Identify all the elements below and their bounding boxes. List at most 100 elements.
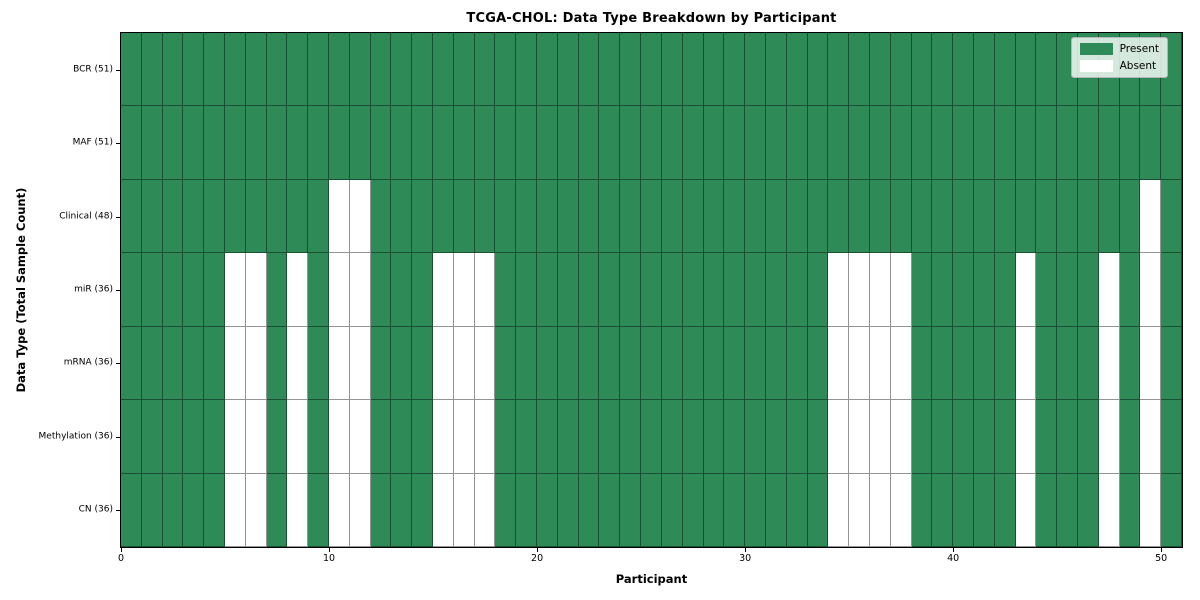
heatmap-cell bbox=[1077, 253, 1099, 327]
heatmap-cell bbox=[204, 33, 226, 107]
heatmap-cell bbox=[620, 473, 642, 547]
heatmap-cell bbox=[786, 473, 808, 547]
heatmap-cell bbox=[245, 106, 267, 180]
heatmap-cell bbox=[141, 473, 163, 547]
heatmap-cell bbox=[204, 253, 226, 327]
x-tick-label: 0 bbox=[117, 553, 125, 564]
heatmap-cell bbox=[641, 179, 662, 254]
heatmap-cell bbox=[849, 253, 870, 327]
heatmap-cell bbox=[121, 179, 142, 254]
heatmap-cell bbox=[1057, 106, 1078, 180]
heatmap-cell bbox=[599, 326, 621, 401]
heatmap-cell bbox=[495, 253, 517, 327]
heatmap-cell bbox=[204, 400, 226, 474]
heatmap-cell bbox=[391, 400, 413, 474]
heatmap-cell bbox=[641, 473, 662, 547]
heatmap-cell bbox=[994, 179, 1016, 254]
heatmap-cell bbox=[973, 473, 995, 547]
heatmap-cell bbox=[433, 400, 454, 474]
heatmap-cell bbox=[349, 400, 371, 474]
heatmap-cell bbox=[183, 473, 205, 547]
heatmap-cell bbox=[682, 106, 704, 180]
heatmap-cell bbox=[183, 400, 205, 474]
heatmap-cell bbox=[1140, 253, 1162, 327]
heatmap-cell bbox=[1098, 179, 1120, 254]
heatmap-cell bbox=[828, 33, 850, 107]
heatmap-cell bbox=[578, 179, 600, 254]
legend-entry-absent: Absent bbox=[1079, 60, 1159, 72]
heatmap-cell bbox=[1077, 106, 1099, 180]
heatmap-cell bbox=[1036, 106, 1058, 180]
heatmap-cell bbox=[890, 106, 912, 180]
heatmap-cell bbox=[1036, 400, 1058, 474]
heatmap-cell bbox=[412, 400, 434, 474]
heatmap-cell bbox=[245, 179, 267, 254]
heatmap-cell bbox=[724, 326, 746, 401]
heatmap-cell bbox=[807, 179, 829, 254]
heatmap-cell bbox=[1015, 473, 1037, 547]
y-tick-label: mRNA (36) bbox=[63, 357, 113, 368]
heatmap-cell bbox=[682, 253, 704, 327]
heatmap-cell bbox=[412, 473, 434, 547]
heatmap-cell bbox=[433, 33, 454, 107]
y-tick-mark bbox=[116, 69, 121, 71]
heatmap-cell bbox=[786, 106, 808, 180]
heatmap-cell bbox=[890, 33, 912, 107]
heatmap-cell bbox=[391, 33, 413, 107]
heatmap-cell bbox=[162, 106, 184, 180]
heatmap-cell bbox=[537, 473, 558, 547]
heatmap-cell bbox=[599, 473, 621, 547]
heatmap-cell bbox=[537, 400, 558, 474]
heatmap-cell bbox=[745, 400, 766, 474]
heatmap-cell bbox=[121, 33, 142, 107]
heatmap-cell bbox=[807, 253, 829, 327]
y-tick-mark bbox=[116, 436, 121, 438]
heatmap-cell bbox=[849, 326, 870, 401]
heatmap-cell bbox=[349, 179, 371, 254]
x-axis-label: Participant bbox=[615, 572, 688, 586]
heatmap-cell bbox=[329, 400, 350, 474]
heatmap-cell bbox=[994, 326, 1016, 401]
x-tick-label: 40 bbox=[947, 553, 960, 564]
heatmap-cell bbox=[661, 400, 683, 474]
heatmap-cell bbox=[724, 179, 746, 254]
heatmap-cell bbox=[162, 400, 184, 474]
heatmap-cell bbox=[370, 106, 392, 180]
heatmap-cell bbox=[266, 400, 288, 474]
heatmap-cell bbox=[349, 33, 371, 107]
heatmap-cell bbox=[1057, 326, 1078, 401]
heatmap-cell bbox=[141, 326, 163, 401]
heatmap-cell bbox=[162, 33, 184, 107]
heatmap-cell bbox=[370, 253, 392, 327]
heatmap-cell bbox=[557, 400, 579, 474]
heatmap-cell bbox=[474, 179, 496, 254]
heatmap-cell bbox=[1036, 253, 1058, 327]
heatmap-cell bbox=[121, 473, 142, 547]
heatmap-cell bbox=[641, 33, 662, 107]
heatmap-cell bbox=[703, 253, 725, 327]
y-tick-label: MAF (51) bbox=[72, 137, 113, 148]
heatmap-cell bbox=[828, 106, 850, 180]
heatmap-cell bbox=[370, 400, 392, 474]
heatmap-cell bbox=[1140, 400, 1162, 474]
heatmap-cell bbox=[1161, 106, 1182, 180]
y-tick-mark bbox=[116, 510, 121, 512]
heatmap-cell bbox=[890, 400, 912, 474]
heatmap-cell bbox=[786, 179, 808, 254]
heatmap-cell bbox=[453, 179, 475, 254]
heatmap-cell bbox=[1161, 326, 1182, 401]
heatmap-cell bbox=[557, 33, 579, 107]
heatmap-cell bbox=[329, 179, 350, 254]
y-tick-label: BCR (51) bbox=[73, 64, 113, 75]
heatmap-cell bbox=[557, 473, 579, 547]
heatmap-cell bbox=[1098, 326, 1120, 401]
heatmap-cell bbox=[1057, 179, 1078, 254]
heatmap-cell bbox=[620, 253, 642, 327]
heatmap-cell bbox=[973, 326, 995, 401]
heatmap-cell bbox=[724, 106, 746, 180]
heatmap-cell bbox=[703, 33, 725, 107]
heatmap-cell bbox=[890, 179, 912, 254]
heatmap-cell bbox=[204, 473, 226, 547]
heatmap-cell bbox=[266, 106, 288, 180]
